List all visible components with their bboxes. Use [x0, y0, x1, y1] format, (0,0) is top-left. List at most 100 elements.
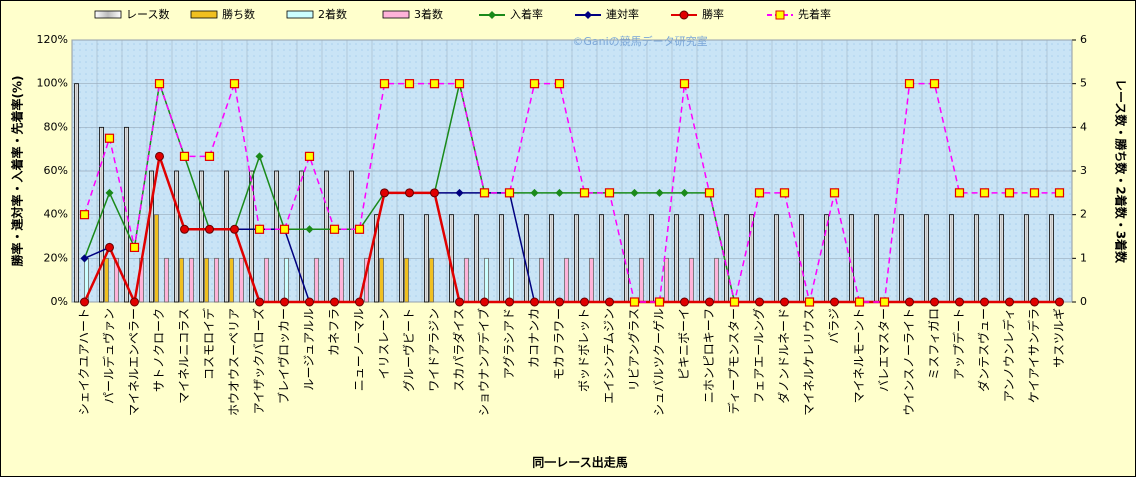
marker	[404, 79, 415, 89]
marker	[305, 225, 314, 234]
bar	[899, 214, 904, 303]
marker	[79, 210, 90, 220]
marker	[530, 188, 539, 197]
legend-item: 3着数	[382, 7, 443, 21]
y-tick-label: 100%	[37, 77, 68, 90]
legend-item: 2着数	[286, 7, 347, 21]
marker	[780, 297, 789, 307]
marker	[254, 224, 265, 234]
marker	[329, 224, 340, 234]
x-tick-label: マイネルモーント	[852, 308, 866, 403]
marker	[455, 188, 464, 197]
marker	[255, 152, 264, 161]
legend-swatch	[382, 10, 410, 19]
marker	[355, 297, 364, 307]
legend-swatch	[190, 10, 218, 19]
legend-label: 入着率	[510, 7, 543, 21]
bar	[539, 257, 544, 303]
bar	[649, 214, 654, 303]
bar	[149, 170, 154, 303]
x-tick-label: アンノウンレディ	[1001, 308, 1016, 402]
marker	[305, 297, 314, 307]
marker	[729, 297, 740, 307]
legend-label: 2着数	[318, 7, 347, 21]
x-tick-label: シェイクユアハート	[77, 308, 91, 415]
x-tick-label: カネフラ	[327, 308, 341, 356]
bar	[1049, 214, 1054, 303]
bar	[799, 214, 804, 303]
bar	[314, 257, 319, 303]
marker	[379, 79, 390, 89]
x-tick-label: ピキニボーイ	[677, 308, 691, 380]
bar	[284, 257, 289, 303]
legend-marker	[488, 11, 496, 19]
bar	[404, 257, 409, 303]
legend-label: 勝ち数	[222, 7, 255, 21]
marker	[929, 79, 940, 89]
marker	[954, 188, 965, 198]
marker	[1004, 188, 1015, 198]
y-tick-label: 80%	[44, 120, 68, 133]
marker	[854, 297, 865, 307]
marker	[829, 188, 840, 198]
marker	[380, 188, 389, 198]
marker	[604, 188, 615, 198]
legend-swatch	[94, 10, 122, 19]
marker	[1029, 188, 1040, 198]
marker	[904, 79, 915, 89]
legend-item: 勝率	[671, 7, 724, 21]
bar	[774, 214, 779, 303]
bar	[199, 170, 204, 303]
marker	[204, 151, 215, 161]
marker	[105, 188, 114, 197]
marker	[80, 254, 89, 263]
marker	[779, 188, 790, 198]
bar	[639, 257, 644, 303]
x-axis-title: 同一レース出走馬	[532, 455, 627, 470]
legend-item: 入着率	[479, 7, 543, 21]
marker	[280, 297, 289, 307]
y-tick-label: 20%	[44, 251, 68, 264]
bar	[714, 257, 719, 303]
y-axis-title: 勝率・連対率・入着率・先着率(%)	[10, 76, 25, 267]
marker	[130, 297, 139, 307]
bar	[474, 214, 479, 303]
marker	[205, 224, 214, 234]
marker	[154, 79, 165, 89]
marker	[705, 297, 714, 307]
line	[83, 82, 1060, 303]
bar	[509, 257, 514, 303]
marker	[455, 297, 464, 307]
bar	[179, 257, 184, 303]
legend-label: レース数	[126, 8, 169, 21]
marker	[429, 79, 440, 89]
y2-tick-label: 2	[1080, 208, 1087, 221]
legend-swatch	[286, 10, 314, 19]
marker	[704, 188, 715, 198]
marker	[830, 297, 839, 307]
marker	[680, 297, 689, 307]
bar	[229, 257, 234, 303]
y2-tick-label: 5	[1080, 77, 1087, 90]
x-tick-label: カコナンカ	[527, 308, 541, 368]
x-tick-label: サトノクローク	[152, 308, 166, 392]
marker	[530, 297, 539, 307]
marker	[129, 242, 140, 253]
x-tick-label: エイシンテムジン	[602, 308, 616, 404]
bar	[204, 257, 209, 303]
marker	[354, 224, 365, 234]
bar	[249, 170, 254, 303]
legend-marker	[775, 10, 785, 20]
bar	[104, 257, 109, 303]
x-tick-label: ワイドアラジン	[427, 308, 441, 392]
marker	[605, 297, 614, 307]
x-tick-label: マイネルニコラス	[177, 308, 191, 404]
x-tick-label: ホウオウスーペリア	[227, 308, 241, 416]
marker	[505, 297, 514, 307]
y-tick-label: 120%	[37, 33, 68, 46]
bar	[349, 170, 354, 303]
x-tick-label: アップデート	[951, 308, 966, 380]
legend-marker	[584, 11, 592, 19]
bar	[189, 257, 194, 303]
